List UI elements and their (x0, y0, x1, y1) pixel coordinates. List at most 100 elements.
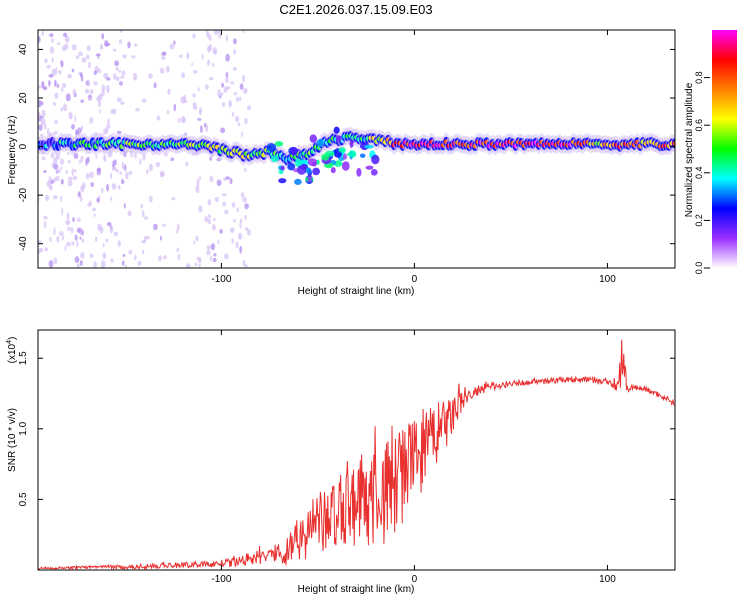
spectrogram-speckle (67, 220, 70, 224)
snr-x-label: Height of straight line (km) (298, 584, 415, 595)
spectrogram-speckle (76, 240, 79, 248)
spectrogram-speckle (220, 92, 224, 96)
spectrogram-speckle (209, 175, 214, 183)
spectrogram-speckle (178, 117, 181, 124)
spectrogram-speckle (80, 155, 84, 162)
spectrogram-speckle (127, 210, 132, 217)
spectrogram-speckle (110, 258, 114, 263)
spectrogram-speckle (144, 216, 148, 220)
spectrogram-speckle (193, 106, 198, 110)
spectrogram-blob (270, 155, 279, 163)
spectrogram-speckle (102, 252, 107, 260)
spectrogram-speckle (217, 89, 221, 98)
spectrogram-speckle (66, 151, 70, 156)
spectrogram-speckle (148, 73, 153, 79)
spectrogram-speckle (81, 229, 84, 236)
spectrogram-speckle (79, 236, 82, 240)
x-tick-label: 100 (599, 574, 616, 585)
spectrogram-speckle (80, 99, 84, 103)
spectrogram-blob (278, 178, 287, 184)
spectrogram-speckle (177, 253, 181, 261)
spectrogram-speckle (71, 168, 74, 177)
spectrogram-speckle (193, 240, 196, 245)
spectrogram-frame (37, 29, 676, 269)
spectrogram-speckle (71, 241, 75, 246)
spectrogram-speckle (119, 30, 123, 33)
spectrogram-blob (370, 169, 378, 176)
spectrogram-speckle (145, 169, 149, 174)
spectrogram-speckle (121, 70, 126, 76)
spectrogram-heatmap (38, 30, 675, 268)
spectrogram-speckle (118, 69, 121, 73)
spectrogram-speckle (59, 158, 65, 165)
spectrogram-speckle (158, 255, 162, 262)
spectrogram-speckle (87, 202, 92, 207)
spectrogram-speckle (211, 224, 216, 231)
spectrogram-speckle (116, 97, 122, 103)
spectrogram-speckle (103, 154, 107, 161)
spectrogram-speckle (49, 46, 55, 54)
spectrogram-speckle (84, 88, 90, 94)
colorbar-label-visible: Normalized spectral amplitude (684, 82, 695, 217)
spectrogram-speckle (82, 182, 86, 190)
spectrogram-speckle (213, 218, 216, 222)
spectrogram-speckle (222, 201, 226, 207)
spectrogram-speckle (207, 218, 212, 225)
spectrogram-speckle (41, 109, 46, 117)
spectrogram-speckle (155, 161, 161, 168)
spectrogram-speckle (236, 96, 239, 103)
spectrogram-speckle (113, 48, 117, 52)
spectrogram-speckle (137, 260, 142, 266)
spectrogram-speckle (140, 204, 143, 209)
spectrogram-speckle (41, 81, 45, 89)
colorbar: 0.0 0.2 0.4 0.6 0.8 Normalized spectral ampl… (684, 30, 737, 274)
spectrogram-speckle (78, 160, 82, 164)
spectrogram-speckle (53, 227, 56, 236)
spectrogram-speckle (122, 253, 126, 258)
spectrogram-blob (309, 134, 317, 143)
spectrogram-speckle (163, 255, 167, 260)
spectrogram-speckle (61, 87, 64, 92)
spectrogram-speckle (220, 127, 226, 134)
spectrogram-speckle (204, 216, 209, 223)
spectrogram-speckle (242, 260, 246, 267)
spectrogram-speckle (67, 159, 71, 164)
spectrogram-speckle (74, 234, 78, 241)
spectrogram-speckle (88, 61, 91, 69)
spectrogram-speckle (170, 157, 175, 161)
spectrogram-speckle (221, 193, 227, 197)
spectrogram-speckle (239, 96, 242, 102)
snr-scale-factor: (x104) (6, 337, 18, 364)
spectrogram-speckle (121, 161, 125, 170)
spectrogram-y-label: Frequency (Hz) (7, 116, 18, 185)
spectrogram-speckle (145, 236, 151, 240)
spectrogram-speckle (213, 253, 217, 257)
spectrogram-speckle (185, 161, 189, 167)
spectrogram-speckle (162, 223, 167, 227)
spectrogram-speckle (107, 118, 110, 126)
spectrogram-blob (324, 150, 335, 157)
spectrogram-speckle (111, 183, 117, 190)
spectrogram-speckle (229, 177, 233, 185)
spectrogram-speckle (56, 83, 60, 89)
spectrogram-speckle (208, 35, 212, 41)
spectrogram-speckle (73, 169, 77, 173)
spectrogram-speckle (38, 99, 42, 108)
spectrogram-speckle (199, 176, 202, 180)
spectrogram-speckle (76, 263, 80, 268)
spectrogram-speckle (125, 171, 129, 180)
spectrogram-speckle (86, 156, 90, 164)
snr-x-ticks: -100 0 100 (211, 330, 616, 585)
spectrogram-speckle (74, 256, 80, 263)
spectrogram-speckle (112, 108, 117, 115)
spectrogram-speckle (153, 223, 158, 231)
spectrogram-speckle (212, 257, 217, 263)
spectrogram-speckle (38, 118, 42, 122)
spectrogram-y-ticks: -40 -20 0 20 40 (18, 43, 675, 251)
spectrogram-speckle (60, 195, 63, 203)
spectrogram-speckle (230, 81, 235, 85)
spectrogram-speckle (131, 55, 136, 59)
spectrogram-speckle (80, 72, 83, 78)
spectrogram-speckle (61, 82, 67, 89)
spectrogram-blob (305, 167, 312, 174)
